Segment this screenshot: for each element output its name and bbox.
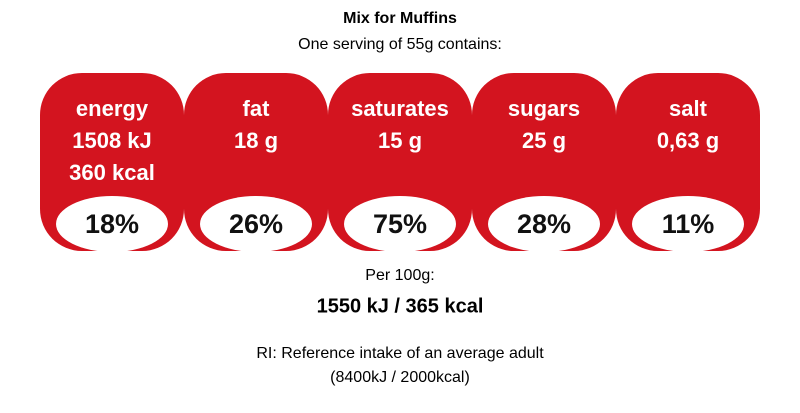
subtitle: One serving of 55g contains: bbox=[298, 36, 502, 53]
item-percent: 18% bbox=[85, 209, 139, 239]
item-amount: 25 g bbox=[522, 128, 566, 153]
note-line: RI: Reference intake of an average adult bbox=[256, 345, 544, 362]
item-percent: 26% bbox=[229, 209, 283, 239]
title: Mix for Muffins bbox=[343, 10, 457, 27]
item-name: fat bbox=[243, 96, 271, 121]
item-amount: 0,63 g bbox=[657, 128, 719, 153]
item-name: energy bbox=[76, 96, 149, 121]
item-percent: 75% bbox=[373, 209, 427, 239]
percent-oval bbox=[344, 196, 456, 252]
item-percent: 11% bbox=[662, 209, 715, 239]
item-amount: 1508 kJ bbox=[72, 128, 152, 153]
percent-oval bbox=[56, 196, 168, 252]
per-100g-label: Per 100g: bbox=[365, 267, 434, 284]
item-percent: 28% bbox=[517, 209, 571, 239]
item-amount: 360 kcal bbox=[69, 160, 155, 185]
item-name: salt bbox=[669, 96, 708, 121]
percent-oval bbox=[632, 196, 744, 252]
item-name: saturates bbox=[351, 96, 449, 121]
percent-oval bbox=[488, 196, 600, 252]
item-name: sugars bbox=[508, 96, 580, 121]
percent-oval bbox=[200, 196, 312, 252]
item-amount: 18 g bbox=[234, 128, 278, 153]
note-line: (8400kJ / 2000kcal) bbox=[330, 369, 470, 386]
item-amount: 15 g bbox=[378, 128, 422, 153]
per-100g-value: 1550 kJ / 365 kcal bbox=[317, 295, 484, 317]
